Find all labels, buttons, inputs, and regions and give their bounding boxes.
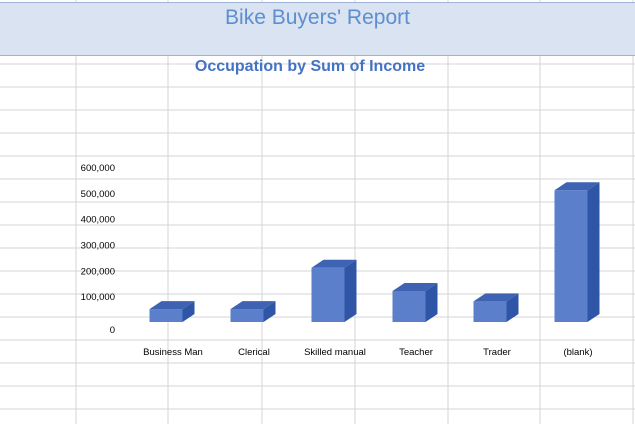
bar-top	[473, 293, 519, 302]
chart-title: Occupation by Sum of Income	[194, 58, 426, 75]
bar-front	[149, 309, 183, 322]
y-tick-label: 300,000	[81, 241, 115, 252]
y-tick-label: 600,000	[81, 163, 115, 174]
bar-top	[230, 301, 276, 310]
bar-front	[473, 301, 507, 322]
report-header-band	[0, 2, 635, 56]
x-category-label: Clerical	[238, 347, 270, 358]
y-tick-label: 100,000	[81, 292, 115, 303]
bar-blank	[554, 182, 600, 322]
bar-side	[506, 293, 519, 322]
bar-business-man	[149, 301, 195, 322]
bar-front	[230, 309, 264, 322]
x-category-label: Trader	[483, 347, 511, 358]
x-category-label: Teacher	[399, 347, 433, 358]
bar-front	[311, 267, 345, 322]
y-tick-label: 400,000	[81, 215, 115, 226]
bar-top	[311, 259, 357, 268]
y-tick-label: 500,000	[81, 189, 115, 200]
bar-teacher	[392, 283, 438, 322]
bar-side	[587, 182, 600, 322]
report-title: Bike Buyers' Report	[225, 6, 410, 29]
bar-skilled-manual	[311, 259, 357, 322]
bar-trader	[473, 293, 519, 322]
bar-front	[554, 190, 588, 322]
bar-side	[344, 259, 357, 322]
bar-top	[149, 301, 195, 310]
bar-clerical	[230, 301, 276, 322]
bar-front	[392, 291, 426, 322]
bar-side	[182, 301, 195, 322]
bar-top	[554, 182, 600, 191]
bar-side	[425, 283, 438, 322]
y-tick-label: 200,000	[81, 266, 115, 277]
y-tick-label: 0	[110, 325, 115, 336]
x-category-label: Business Man	[143, 347, 203, 358]
bar-top	[392, 283, 438, 291]
bar-side	[263, 301, 276, 322]
x-category-label: (blank)	[563, 347, 592, 358]
x-category-label: Skilled manual	[304, 347, 366, 358]
